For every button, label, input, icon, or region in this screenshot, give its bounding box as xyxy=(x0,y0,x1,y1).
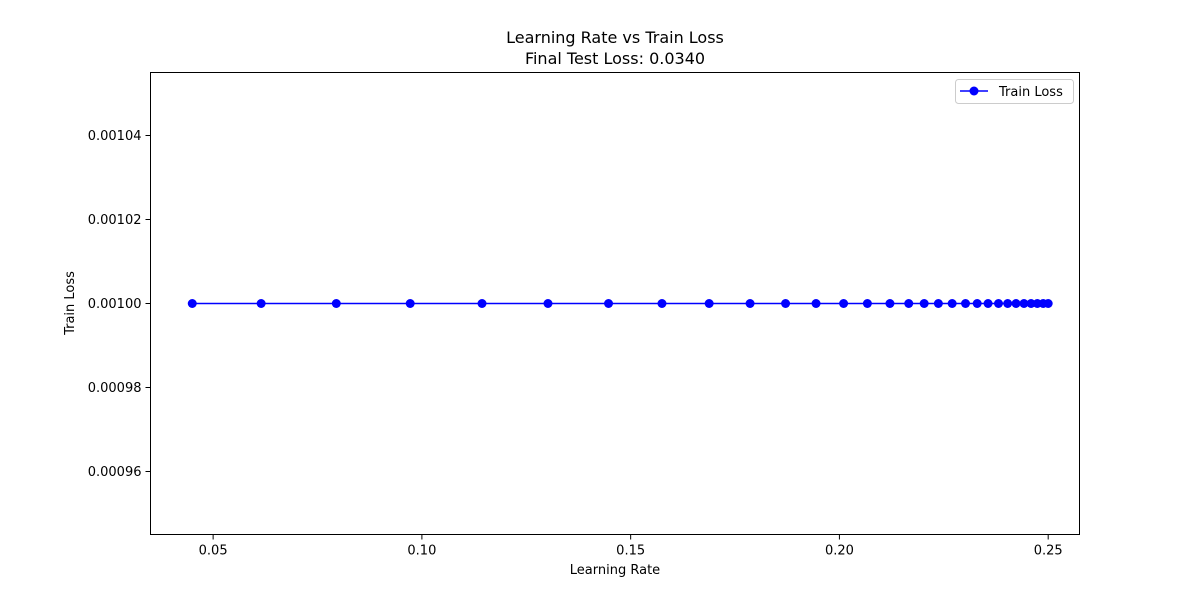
x-tick-label: 0.20 xyxy=(825,544,854,559)
legend-box xyxy=(955,79,1074,104)
y-axis-ticks: 0.00096 0.00098 0.00100 0.00102 0.00104 xyxy=(88,129,151,480)
data-point xyxy=(1043,299,1053,308)
chart-subtitle: Final Test Loss: 0.0340 xyxy=(525,49,705,68)
data-point xyxy=(983,299,993,308)
plot-frame xyxy=(150,72,1080,535)
data-point xyxy=(961,299,971,308)
data-point xyxy=(331,299,341,308)
data-point xyxy=(1003,299,1013,308)
data-point xyxy=(1011,299,1021,308)
data-point xyxy=(704,299,714,308)
data-point xyxy=(885,299,895,308)
data-point xyxy=(919,299,929,308)
data-point xyxy=(947,299,957,308)
data-point xyxy=(972,299,982,308)
data-point xyxy=(477,299,487,308)
x-tick-label: 0.10 xyxy=(407,544,436,559)
y-tick-label: 0.00102 xyxy=(88,213,142,228)
data-point xyxy=(862,299,872,308)
data-point xyxy=(993,299,1003,308)
series-layer xyxy=(187,299,1053,308)
y-axis-label: Train Loss xyxy=(63,271,78,336)
data-point xyxy=(933,299,943,308)
data-point xyxy=(604,299,614,308)
data-point xyxy=(405,299,415,308)
y-tick-label: 0.00098 xyxy=(88,381,142,396)
data-point xyxy=(839,299,849,308)
data-point xyxy=(187,299,197,308)
x-axis-label: Learning Rate xyxy=(570,563,660,578)
data-point xyxy=(781,299,791,308)
chart-title: Learning Rate vs Train Loss xyxy=(506,28,724,47)
y-tick-label: 0.00100 xyxy=(88,297,142,312)
legend-marker-swatch xyxy=(969,86,979,96)
data-point xyxy=(811,299,821,308)
data-point xyxy=(745,299,755,308)
data-point xyxy=(657,299,667,308)
data-point xyxy=(904,299,914,308)
data-point xyxy=(1026,299,1036,308)
data-point xyxy=(1019,299,1029,308)
legend: Train Loss xyxy=(955,79,1074,104)
x-tick-label: 0.15 xyxy=(616,544,645,559)
x-axis-ticks: 0.05 0.10 0.15 0.20 0.25 xyxy=(199,534,1063,559)
data-point xyxy=(256,299,266,308)
x-tick-label: 0.25 xyxy=(1034,544,1063,559)
x-tick-label: 0.05 xyxy=(199,544,228,559)
legend-label: Train Loss xyxy=(998,85,1063,100)
data-point xyxy=(543,299,553,308)
y-tick-label: 0.00096 xyxy=(88,465,142,480)
y-tick-label: 0.00104 xyxy=(88,129,142,144)
